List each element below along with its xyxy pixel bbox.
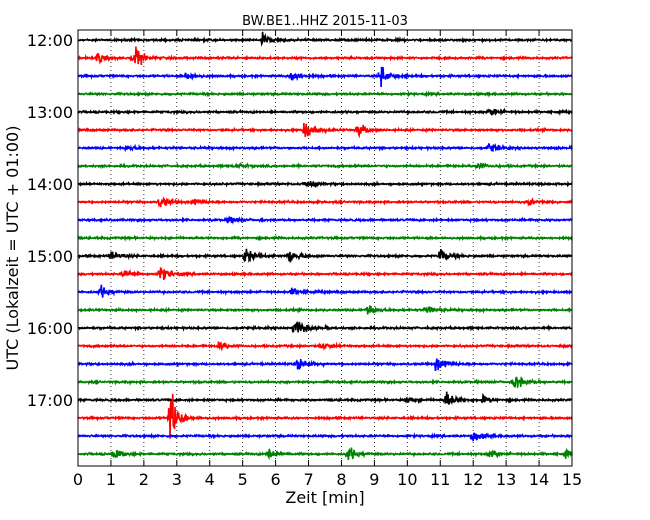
trace-1600 xyxy=(77,321,573,333)
y-tick-label: 15:00 xyxy=(27,247,73,266)
trace-1200 xyxy=(77,31,573,47)
x-tick-label: 9 xyxy=(369,470,379,489)
y-tick-label: 17:00 xyxy=(27,391,73,410)
trace-1430 xyxy=(77,215,573,225)
x-tick-label: 5 xyxy=(238,470,248,489)
y-tick-label: 13:00 xyxy=(27,103,73,122)
x-tick-label: 1 xyxy=(106,470,116,489)
trace-1530 xyxy=(77,284,573,298)
x-axis-label: Zeit [min] xyxy=(285,488,364,507)
x-tick-label: 10 xyxy=(397,470,417,489)
trace-1330 xyxy=(77,142,573,153)
trace-1715 xyxy=(77,393,573,439)
trace-1400 xyxy=(77,180,573,189)
x-tick-label: 11 xyxy=(430,470,450,489)
trace-1545 xyxy=(77,305,573,315)
x-tick-label: 14 xyxy=(529,470,549,489)
trace-1515 xyxy=(77,267,573,280)
y-tick-label: 12:00 xyxy=(27,31,73,50)
trace-1245 xyxy=(77,90,573,98)
trace-1445 xyxy=(77,234,573,242)
trace-1615 xyxy=(77,341,573,352)
x-tick-label: 8 xyxy=(336,470,346,489)
trace-1630 xyxy=(77,358,573,371)
y-axis-label: UTC (Lokalzeit = UTC + 01:00) xyxy=(3,126,22,371)
trace-1645 xyxy=(77,376,573,388)
trace-1230 xyxy=(77,66,573,88)
trace-1215 xyxy=(77,46,573,65)
trace-1345 xyxy=(77,161,573,171)
trace-1315 xyxy=(77,123,573,139)
chart-title: BW.BE1..HHZ 2015-11-03 xyxy=(242,14,408,29)
y-tick-label: 14:00 xyxy=(27,175,73,194)
x-tick-label: 7 xyxy=(303,470,313,489)
trace-1500 xyxy=(77,248,573,263)
x-tick-label: 4 xyxy=(205,470,215,489)
x-tick-label: 13 xyxy=(496,470,516,489)
x-tick-label: 6 xyxy=(271,470,281,489)
x-tick-label: 0 xyxy=(73,470,83,489)
seismogram-traces xyxy=(77,31,573,461)
trace-1730 xyxy=(77,432,573,442)
x-tick-label: 12 xyxy=(463,470,483,489)
trace-1300 xyxy=(77,107,573,117)
y-axis-ticks: 12:00 13:00 14:00 15:00 16:00 17:00 xyxy=(27,31,572,410)
trace-1415 xyxy=(77,196,573,208)
x-tick-label: 15 xyxy=(562,470,582,489)
trace-1745 xyxy=(77,447,573,461)
plot-frame xyxy=(77,29,573,467)
x-axis-ticks: 0 1 2 3 4 5 6 7 8 9 10 11 12 13 14 15 xyxy=(73,30,582,489)
y-tick-label: 16:00 xyxy=(27,319,73,338)
x-tick-label: 3 xyxy=(172,470,182,489)
trace-1700 xyxy=(77,391,573,405)
grid-lines xyxy=(110,30,540,466)
x-tick-label: 2 xyxy=(139,470,149,489)
